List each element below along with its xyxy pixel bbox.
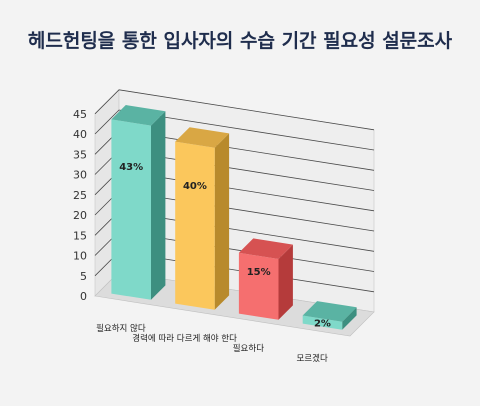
bar: 43% (111, 105, 166, 300)
data-label: 43% (119, 162, 143, 173)
bar: 40% (175, 127, 230, 310)
data-label: 15% (247, 267, 271, 278)
category-label: 필요하다 (233, 343, 264, 354)
y-axis: 0 5 10 15 20 25 30 35 40 45 (73, 108, 87, 303)
category-label: 모르겠다 (296, 353, 327, 364)
category-label: 필요하지 않다 (96, 323, 146, 334)
bar-side (151, 111, 166, 300)
bar-front (111, 119, 151, 300)
bar-front (238, 252, 279, 320)
category-label: 경력에 따라 다르게 해야 한다 (132, 333, 237, 344)
y-tick-label: 0 (80, 290, 87, 303)
bar-top (302, 301, 357, 322)
y-tick-label: 40 (73, 128, 87, 141)
data-label: 40% (183, 181, 207, 192)
y-tick-label: 30 (73, 169, 87, 182)
bar-top (175, 127, 230, 148)
y-tick-label: 10 (73, 250, 87, 263)
bar-side (342, 307, 357, 330)
bar-side (278, 244, 293, 320)
bars: 43% 40% 15% 2% (111, 105, 357, 330)
y-tick-label: 20 (73, 209, 87, 222)
y-tick-label: 5 (80, 270, 87, 283)
chart-title: 헤드헌팅을 통한 입사자의 수습 기간 필요성 설문조사 (28, 30, 453, 52)
y-tick-label: 15 (73, 229, 87, 242)
bar-front (302, 315, 343, 330)
y-tick-label: 45 (73, 108, 87, 121)
bar-top (238, 238, 293, 259)
bar: 2% (302, 301, 357, 330)
bar-top (111, 105, 166, 126)
y-tick-label: 35 (73, 148, 87, 161)
bar: 15% (238, 238, 293, 320)
bar-side (214, 133, 230, 310)
data-label: 2% (314, 319, 331, 330)
gridline (94, 109, 375, 151)
gridline (94, 89, 375, 131)
bar-front (175, 141, 215, 310)
y-tick-label: 25 (73, 189, 87, 202)
